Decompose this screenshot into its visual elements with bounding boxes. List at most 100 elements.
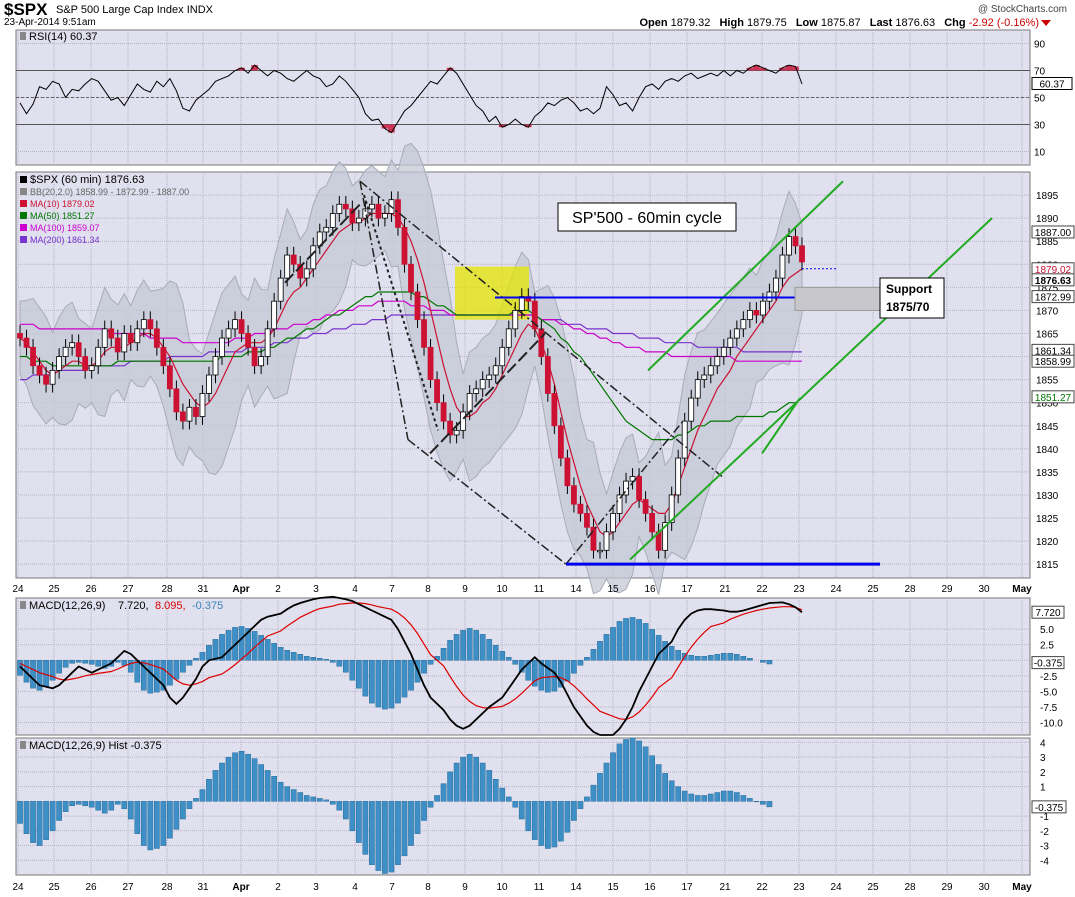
macd-hist-bar-84	[564, 660, 571, 682]
candle-body-34	[238, 319, 245, 334]
candle-body-92	[616, 494, 623, 514]
macd-hist-bar-11	[88, 660, 95, 665]
price-legend-0: $SPX (60 min) 1876.63	[30, 174, 144, 186]
price-legend-swatch-1	[20, 188, 27, 195]
macd-tag-box-4	[1031, 656, 1065, 670]
candle-body-17	[127, 333, 134, 344]
macd-hist-bar-47	[323, 659, 330, 661]
hist-bar-4	[43, 801, 49, 840]
rsi-oversold-fill-78	[525, 124, 532, 128]
macd-hist-bar-31	[219, 634, 225, 661]
price-tag-box-3	[1031, 290, 1075, 304]
macd-tag-box-0	[1031, 605, 1065, 619]
hist-tag-box	[1031, 800, 1067, 814]
macd-hist-bar-35	[245, 628, 251, 661]
hist-bar-28	[199, 789, 206, 802]
macd-hist-bar-106	[707, 655, 714, 661]
macd-hist-bar-5	[49, 660, 56, 681]
hist-bar-73	[492, 778, 499, 802]
macd-hist-bar-96	[642, 623, 649, 661]
price-xlabel-6: Apr	[232, 584, 249, 595]
candle-body-104	[694, 379, 701, 399]
macd-hist-bar-111	[740, 656, 747, 661]
candle-body-18	[134, 328, 141, 344]
hist-xlabel-2: 26	[85, 882, 97, 893]
price-ytick-15: 1820	[1036, 537, 1059, 548]
dashed-trend-2	[429, 332, 546, 455]
rsi-overbought-fill-117	[779, 67, 786, 71]
rsi-overbought-fill-118	[785, 65, 793, 71]
macd-ytick-2: 2.5	[1040, 641, 1054, 652]
price-xlabel-25: 29	[941, 584, 953, 595]
hist-bar-74	[499, 787, 506, 802]
hist-bar-49	[336, 801, 343, 811]
hist-bar-85	[571, 801, 577, 821]
hist-bar-110	[733, 792, 740, 802]
macd-hist-bar-59	[401, 660, 408, 698]
price-xlabel-4: 28	[161, 584, 173, 595]
candle-body-15	[114, 337, 121, 353]
hist-bar-84	[564, 801, 571, 833]
candle-body-32	[225, 328, 232, 339]
candle-body-27	[193, 406, 199, 417]
macd-hist-bar-9	[75, 660, 82, 663]
macd-hist-bar-18	[134, 660, 141, 683]
candle-body-85	[571, 485, 577, 505]
macd-ytick-4: -0.375	[1034, 659, 1063, 670]
hist-bar-10	[82, 801, 89, 807]
macd-hist-bar-88	[590, 649, 597, 661]
hist-bar-82	[551, 801, 558, 848]
green-channel-upper	[647, 180, 844, 372]
macd-hist-bar-22	[160, 660, 167, 691]
hist-ytick-0: 4	[1040, 738, 1046, 749]
candle-body-71	[479, 379, 486, 390]
hist-bar-79	[531, 801, 538, 840]
price-tag-5: 1858.99	[1035, 357, 1072, 368]
candle-body-99	[662, 522, 669, 551]
hist-xlabel-27: May	[1012, 882, 1032, 893]
candle-body-8	[69, 342, 76, 348]
price-legend-4: MA(100) 1859.07	[30, 223, 100, 233]
macd-hist-bar-49	[336, 660, 343, 667]
macd-hist-bar-110	[733, 654, 740, 661]
candle-body-14	[108, 328, 115, 339]
hist-bar-96	[642, 746, 649, 802]
candle-body-62	[421, 319, 427, 348]
hist-xlabel-20: 22	[756, 882, 768, 893]
hist-bar-5	[49, 801, 56, 832]
candle-body-114	[760, 300, 766, 316]
hist-bar-16	[121, 801, 128, 809]
candle-body-65	[440, 402, 447, 422]
hist-xlabel-23: 25	[867, 882, 879, 893]
macd-hist-bar-74	[499, 651, 506, 661]
price-xlabel-22: 24	[830, 584, 842, 595]
hist-bar-37	[258, 764, 264, 802]
hist-xlabel-17: 16	[644, 882, 656, 893]
hist-xlabel-3: 27	[122, 882, 134, 893]
hist-bar-94	[629, 737, 636, 802]
low-value: 1875.87	[820, 17, 861, 29]
price-xlabel-27: May	[1012, 584, 1032, 595]
hist-xlabel-19: 21	[719, 882, 731, 893]
macd-hist-bar-70	[473, 630, 480, 661]
macd-hist-bar-54	[369, 660, 375, 704]
last-label: Last	[869, 17, 893, 29]
hist-bar-88	[590, 784, 597, 802]
candle-body-43	[297, 263, 304, 279]
hist-bar-63	[427, 801, 434, 808]
hist-xlabel-5: 31	[197, 882, 209, 893]
hist-bar-42	[290, 789, 297, 802]
hist-bar-80	[538, 801, 545, 846]
candle-body-108	[720, 346, 727, 357]
hist-bar-56	[382, 801, 388, 874]
macd-hist-bar-112	[747, 658, 753, 661]
hist-xlabel-6: Apr	[232, 882, 249, 893]
price-tag-0: 1887.00	[1035, 228, 1072, 239]
macd-hist-bar-90	[603, 634, 610, 661]
hist-bar-44	[303, 795, 310, 802]
macd-hist-bar-39	[271, 643, 277, 661]
candle-body-88	[590, 526, 597, 551]
price-xlabel-7: 2	[275, 584, 281, 595]
macd-hist-bar-94	[629, 617, 636, 661]
